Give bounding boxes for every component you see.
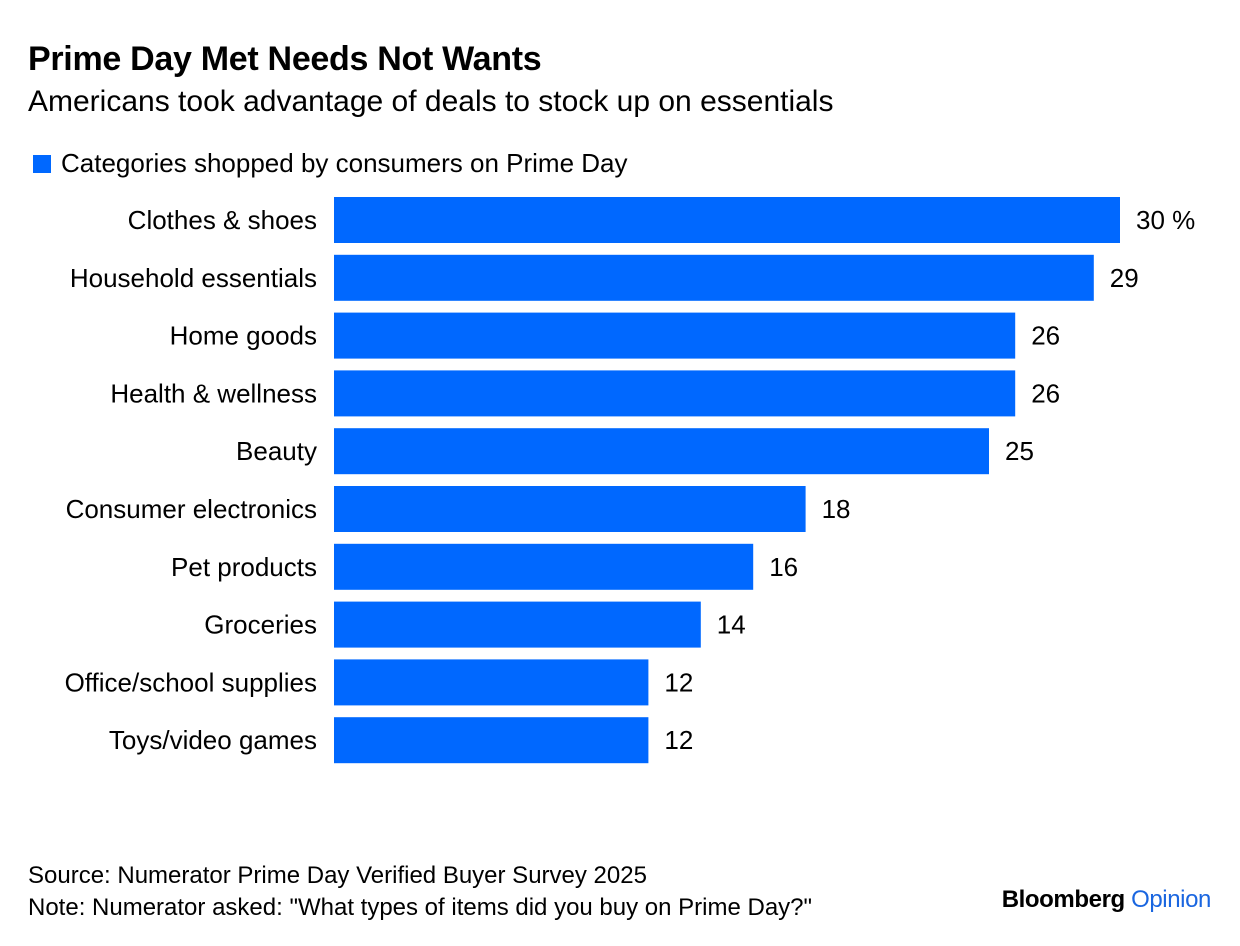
value-label: 30 % xyxy=(1136,205,1195,235)
category-label: Beauty xyxy=(236,436,317,466)
value-label: 12 xyxy=(664,725,693,755)
bar xyxy=(334,254,1094,301)
value-label: 12 xyxy=(664,667,693,697)
brand-logo: Bloomberg Opinion xyxy=(1001,886,1212,914)
value-label: 29 xyxy=(1110,263,1139,293)
chart-title: Prime Day Met Needs Not Wants xyxy=(28,40,542,78)
category-label: Toys/video games xyxy=(109,725,317,755)
bar xyxy=(334,197,1120,243)
category-label: Health & wellness xyxy=(110,378,317,408)
bar xyxy=(334,370,1016,417)
bar xyxy=(334,717,649,764)
bar xyxy=(334,486,806,532)
chart-subtitle: Americans took advantage of deals to sto… xyxy=(28,85,834,118)
value-label: 26 xyxy=(1031,378,1060,408)
bar xyxy=(334,601,701,648)
legend-swatch xyxy=(33,154,51,173)
question-note: Note: Numerator asked: "What types of it… xyxy=(28,894,813,921)
category-label: Home goods xyxy=(170,321,317,351)
bar xyxy=(334,428,989,475)
legend: Categories shopped by consumers on Prime… xyxy=(33,148,628,179)
brand-name: Bloomberg xyxy=(1001,886,1125,913)
category-label: Office/school supplies xyxy=(65,667,317,697)
value-label: 14 xyxy=(717,610,746,640)
category-label: Clothes & shoes xyxy=(128,205,317,235)
category-label: Household essentials xyxy=(70,263,317,293)
source-note: Source: Numerator Prime Day Verified Buy… xyxy=(28,862,647,889)
value-label: 25 xyxy=(1005,436,1034,466)
value-label: 26 xyxy=(1031,321,1060,351)
bar xyxy=(334,659,649,706)
value-label: 16 xyxy=(769,552,798,582)
category-label: Pet products xyxy=(171,552,317,582)
category-label: Consumer electronics xyxy=(66,494,317,524)
legend-label: Categories shopped by consumers on Prime… xyxy=(61,148,628,178)
bar xyxy=(334,543,754,590)
brand-section: Opinion xyxy=(1131,886,1211,913)
bar xyxy=(334,312,1016,359)
value-label: 18 xyxy=(822,494,851,524)
category-label: Groceries xyxy=(204,610,317,640)
